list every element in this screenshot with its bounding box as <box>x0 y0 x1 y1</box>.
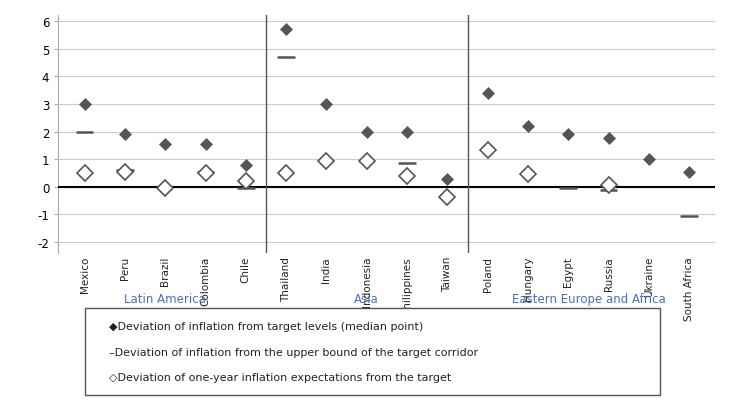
Text: ◆Deviation of inflation from target levels (median point): ◆Deviation of inflation from target leve… <box>109 321 423 332</box>
Text: Latin America: Latin America <box>124 292 206 306</box>
Text: –Deviation of inflation from the upper bound of the target corridor: –Deviation of inflation from the upper b… <box>109 347 478 357</box>
FancyBboxPatch shape <box>85 308 660 395</box>
Text: Asia: Asia <box>354 292 379 306</box>
Text: Eastern Europe and Africa: Eastern Europe and Africa <box>512 292 665 306</box>
Text: ◇Deviation of one-year inflation expectations from the target: ◇Deviation of one-year inflation expecta… <box>109 372 451 382</box>
